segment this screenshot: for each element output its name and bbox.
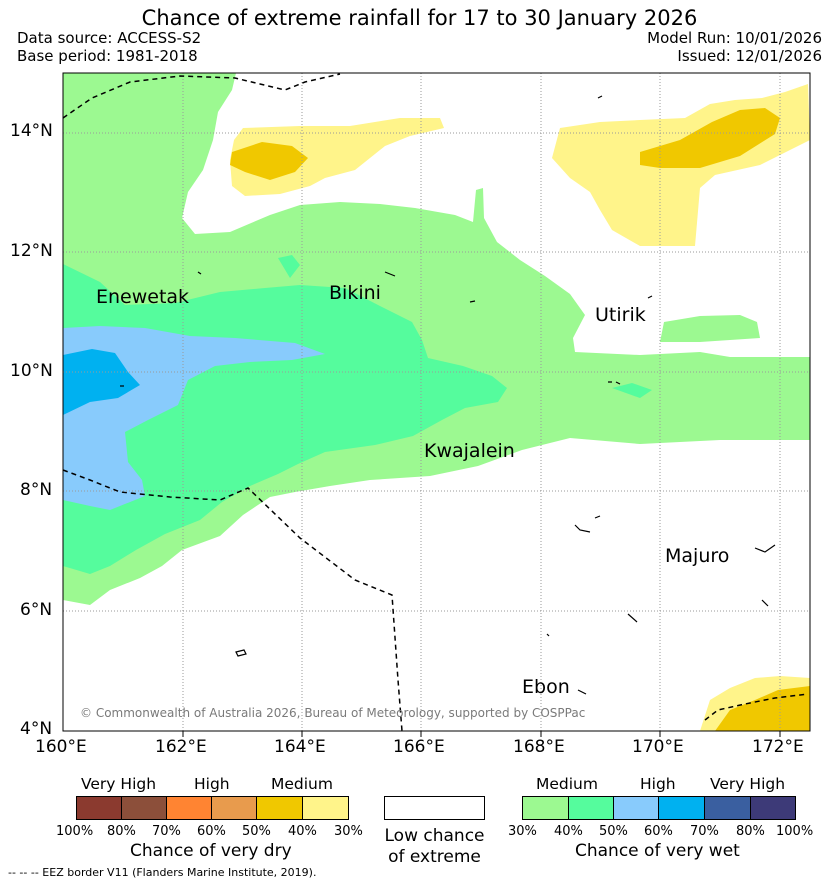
low-chance-label-2: of extreme (388, 847, 481, 867)
lon-label-160e: 160°E (35, 737, 87, 757)
place-enewetak: Enewetak (96, 286, 190, 308)
wet-pct-label: 30% (508, 824, 537, 839)
wet-pct-label: 70% (690, 824, 719, 839)
place-ebon: Ebon (522, 676, 570, 698)
wet-swatch (704, 796, 751, 820)
copyright-credit: © Commonwealth of Australia 2026, Bureau… (80, 706, 586, 720)
dry-pct-label: 50% (242, 824, 271, 839)
dry-swatch (211, 796, 257, 820)
lon-label-172e: 172°E (752, 737, 804, 757)
dry-swatch (76, 796, 122, 820)
lon-label-168e: 168°E (513, 737, 565, 757)
lat-label-8n: 8°N (20, 480, 53, 500)
model-run: Model Run: 10/01/2026 (647, 29, 822, 47)
dry-header-medium: Medium (271, 775, 333, 793)
axis-ticks (182, 731, 781, 737)
lon-label-164e: 164°E (274, 737, 326, 757)
wet-medium-high-blob (278, 255, 300, 278)
eez-border (62, 73, 809, 732)
map-field (63, 73, 810, 731)
wet-medium-patch (660, 315, 760, 342)
dry-header-high: High (194, 775, 230, 793)
atolls (120, 95, 776, 695)
place-majuro: Majuro (665, 545, 730, 567)
dry-medium-north (230, 118, 444, 196)
lon-label-170e: 170°E (632, 737, 684, 757)
dry-swatch (121, 796, 167, 820)
low-chance-swatch (384, 796, 485, 820)
wet-swatch (658, 796, 705, 820)
lat-label-10n: 10°N (10, 361, 53, 381)
wet-high-region (63, 326, 325, 510)
lat-label-14n: 14°N (10, 121, 53, 141)
base-period: Base period: 1981-2018 (17, 47, 198, 65)
dry-pct-label: 60% (197, 824, 226, 839)
place-bikini: Bikini (329, 282, 381, 304)
wet-swatch (568, 796, 614, 820)
place-utirik: Utirik (595, 304, 646, 326)
wet-header-very-high: Very High (710, 775, 786, 793)
wet-high-core (63, 349, 140, 415)
lat-label-6n: 6°N (20, 600, 53, 620)
dry-pct-label: 70% (152, 824, 181, 839)
dry-pct-label: 80% (107, 824, 136, 839)
wet-pct-label: 40% (554, 824, 583, 839)
lon-label-166e: 166°E (393, 737, 445, 757)
dry-pct-label: 100% (56, 824, 94, 839)
dry-swatch (302, 796, 349, 820)
dry-pct-label: 40% (288, 824, 317, 839)
lat-label-12n: 12°N (10, 241, 53, 261)
low-chance-label-1: Low chance (384, 826, 485, 846)
dry-legend-title: Chance of very dry (130, 841, 292, 861)
issued-date: Issued: 12/01/2026 (677, 47, 822, 65)
data-source: Data source: ACCESS-S2 (17, 29, 202, 47)
wet-pct-label: 100% (776, 824, 814, 839)
wet-header-medium: Medium (536, 775, 598, 793)
dry-pct-label: 30% (334, 824, 363, 839)
wet-pct-label: 80% (736, 824, 765, 839)
wet-pct-label: 60% (644, 824, 673, 839)
wet-swatch (750, 796, 796, 820)
wet-legend-title: Chance of very wet (575, 841, 740, 861)
dry-higher-northeast (640, 108, 780, 168)
map-frame (62, 72, 811, 732)
map-title: Chance of extreme rainfall for 17 to 30 … (141, 6, 698, 30)
wet-swatch (522, 796, 569, 820)
dry-swatch (256, 796, 303, 820)
wet-pct-label: 50% (599, 824, 628, 839)
lon-label-162e: 162°E (155, 737, 207, 757)
dry-swatch (166, 796, 212, 820)
dry-higher-north (230, 142, 308, 180)
lat-label-4n: 4°N (20, 719, 53, 739)
eez-note: -- -- -- EEZ border V11 (Flanders Marine… (8, 866, 317, 879)
place-kwajalein: Kwajalein (424, 440, 515, 462)
wet-medium-high-blob-2 (612, 383, 652, 398)
dry-header-very-high: Very High (81, 775, 157, 793)
wet-header-high: High (640, 775, 676, 793)
wet-swatch (613, 796, 659, 820)
